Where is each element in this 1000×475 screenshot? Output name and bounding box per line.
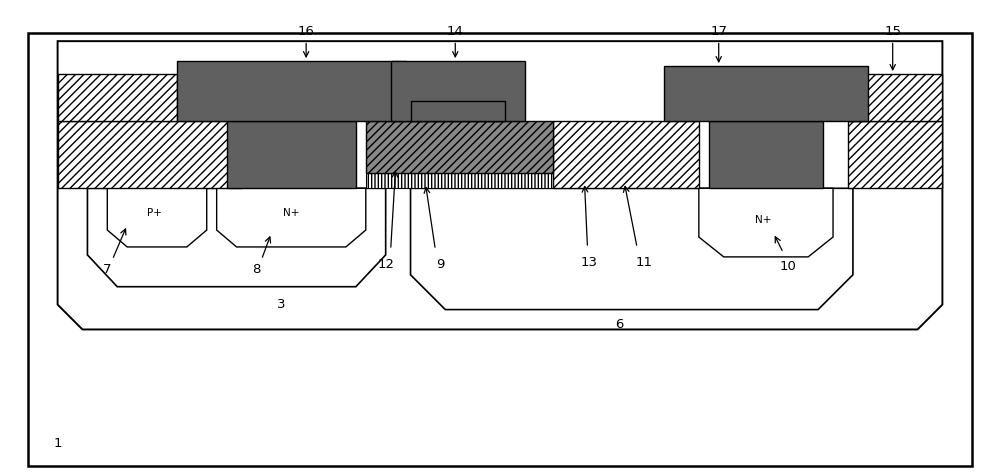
Text: P+: P+	[147, 208, 161, 218]
Text: 6: 6	[615, 318, 623, 331]
Text: 9: 9	[436, 258, 445, 271]
Bar	[366, 173, 553, 188]
Bar	[848, 74, 942, 121]
Text: N+: N+	[283, 208, 299, 218]
Bar	[391, 61, 525, 121]
Bar	[411, 101, 505, 121]
Polygon shape	[217, 188, 366, 247]
Text: 7: 7	[103, 263, 112, 276]
Polygon shape	[699, 188, 833, 257]
Bar	[58, 74, 177, 121]
Text: 11: 11	[636, 256, 653, 269]
Text: 8: 8	[252, 263, 261, 276]
Polygon shape	[411, 188, 853, 310]
Bar	[177, 61, 406, 121]
Text: 15: 15	[884, 25, 901, 70]
Text: 13: 13	[581, 256, 598, 269]
Polygon shape	[58, 41, 942, 330]
Text: 3: 3	[277, 298, 286, 311]
Bar	[709, 121, 823, 188]
Bar	[664, 66, 868, 121]
Text: 16: 16	[298, 25, 315, 57]
Text: 1: 1	[53, 437, 62, 450]
Text: 14: 14	[447, 25, 464, 57]
Bar	[227, 121, 356, 188]
Polygon shape	[87, 188, 386, 287]
Bar	[848, 121, 942, 188]
Text: 10: 10	[780, 260, 797, 273]
Bar	[366, 121, 553, 173]
Text: 12: 12	[377, 258, 394, 271]
Text: 17: 17	[710, 25, 727, 62]
Text: N+: N+	[755, 215, 772, 225]
Bar	[58, 121, 242, 188]
Polygon shape	[107, 188, 207, 247]
Bar	[553, 121, 699, 188]
